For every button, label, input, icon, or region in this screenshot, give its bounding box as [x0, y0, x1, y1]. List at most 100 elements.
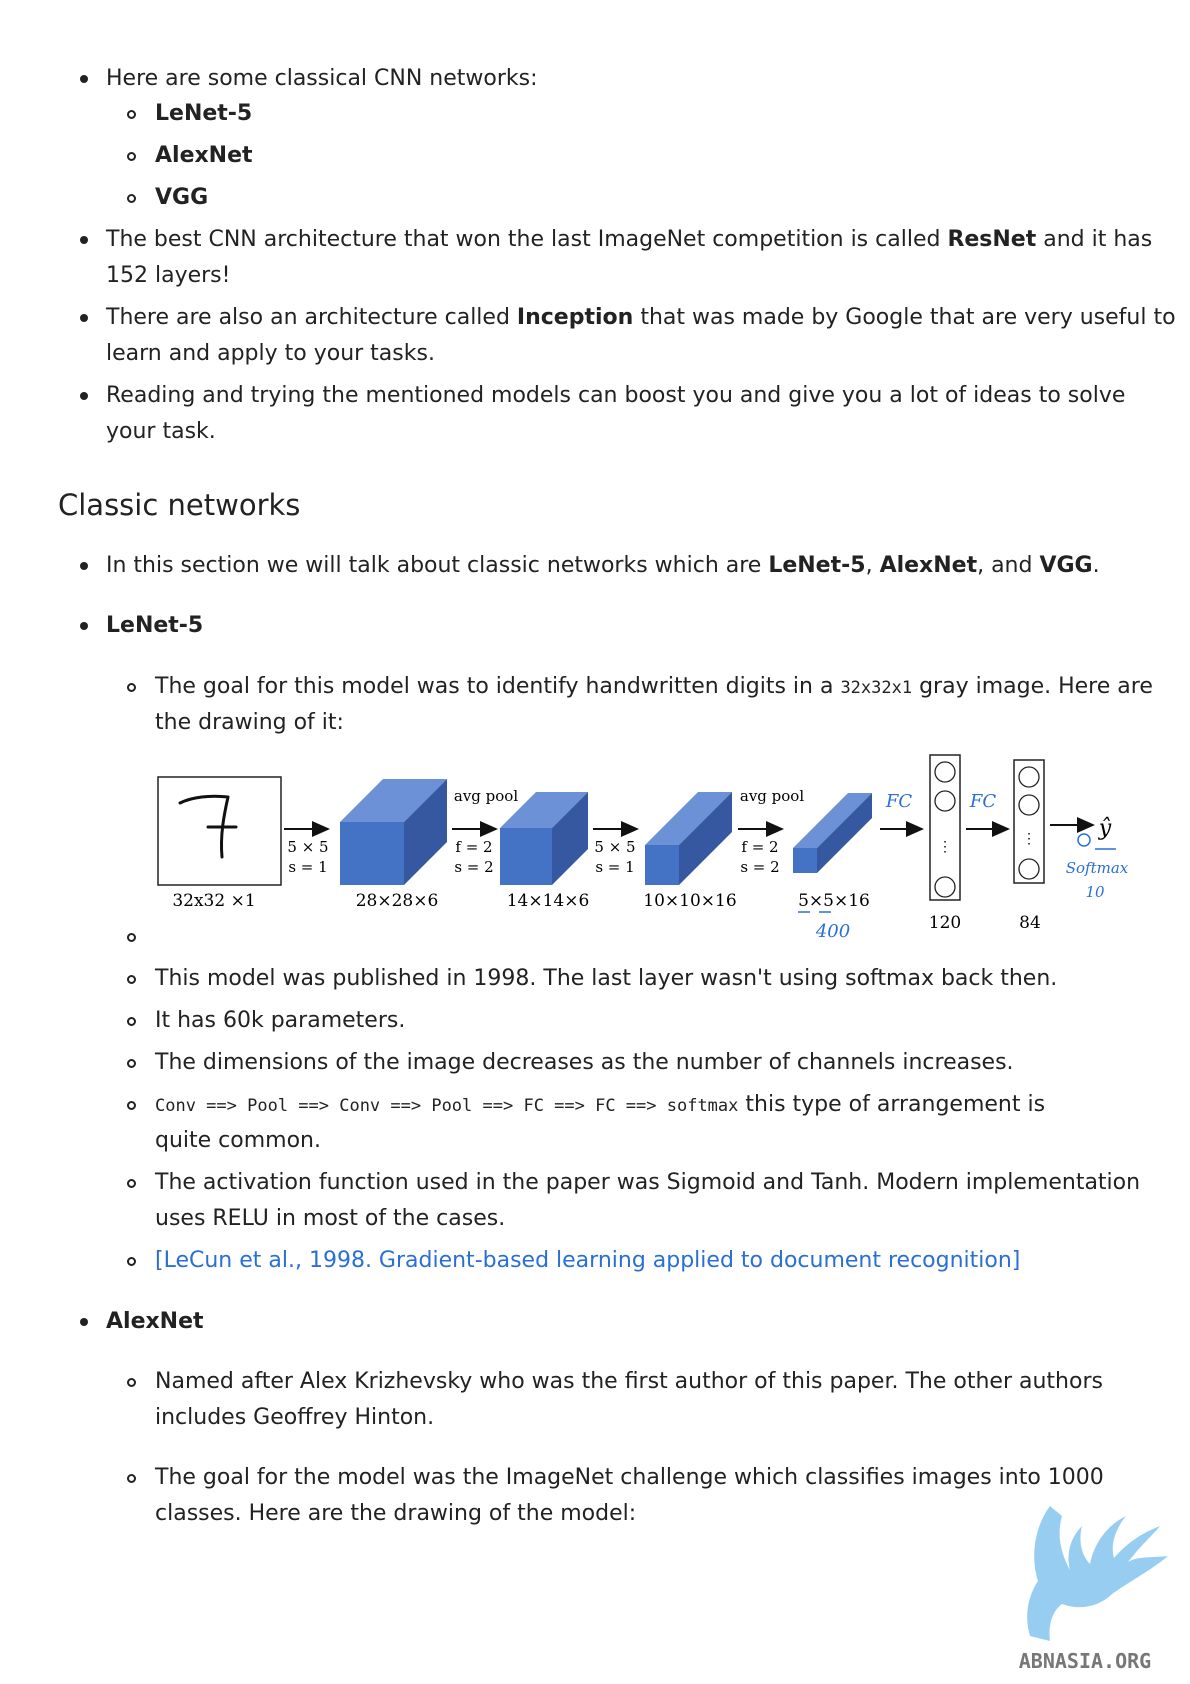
cube-top [645, 792, 732, 845]
volume-10x10x16 [645, 792, 732, 885]
pool1-title: avg pool [454, 787, 518, 805]
neuron [934, 876, 956, 898]
handwritten-output-node [1077, 833, 1091, 847]
bullet [80, 622, 88, 630]
sub-item-alexnet: AlexNet [155, 143, 253, 168]
intro-bullet-3-cont: learn and apply to your tasks. [106, 341, 435, 366]
sub-bullet [127, 1059, 136, 1068]
handwritten-10: 10 [1085, 883, 1105, 901]
pool1-stride-label: s = 2 [454, 858, 493, 876]
conv1-stride-label: s = 1 [288, 858, 327, 876]
alexnet-named-cont: includes Geoffrey Hinton. [155, 1405, 435, 1430]
cube-side [552, 792, 588, 885]
cube-side [679, 792, 732, 885]
cube-front [340, 822, 404, 885]
handwritten-fc-1: FC [885, 791, 912, 812]
lenet-arrangement-cont: quite common. [155, 1128, 321, 1153]
cube-front [500, 828, 552, 885]
alexnet-goal-cont: classes. Here are the drawing of the mod… [155, 1501, 637, 1526]
bullet [80, 236, 88, 244]
lenet-heading: LeNet-5 [106, 613, 204, 638]
neuron [934, 790, 956, 812]
text: that was made by Google that are very us… [633, 305, 1176, 330]
ellipsis: ⋮ [1022, 831, 1036, 847]
intro-bullet-3: There are also an architecture called In… [106, 300, 1176, 336]
text: The goal for this model was to identify … [155, 674, 841, 699]
pool2-stride-label: s = 2 [740, 858, 779, 876]
resnet-term: ResNet [947, 227, 1037, 252]
cube-top [793, 793, 872, 848]
cube-top [500, 792, 588, 828]
text: . [1092, 553, 1100, 578]
sub-bullet [127, 152, 136, 161]
sub-bullet [127, 1017, 136, 1026]
intro-bullet-4: Reading and trying the mentioned models … [106, 383, 1126, 408]
text: The best CNN architecture that won the l… [106, 227, 948, 252]
griffin-silhouette [1027, 1506, 1168, 1641]
lenet-term: LeNet-5 [768, 553, 866, 578]
sub-bullet [127, 1179, 136, 1188]
pool2-title: avg pool [740, 787, 804, 805]
sub-bullet [127, 194, 136, 203]
lenet-reference-link[interactable]: [LeCun et al., 1998. Gradient-based lear… [155, 1248, 1021, 1273]
section-intro: In this section we will talk about class… [106, 548, 1100, 584]
bullet [80, 314, 88, 322]
vol2-label: 14×14×6 [507, 891, 590, 911]
vol4-label: 5×5×16 [798, 891, 870, 911]
sub-bullet [127, 1378, 136, 1387]
handwritten-softmax: Softmax [1066, 859, 1129, 877]
neuron [934, 761, 956, 783]
neuron [1018, 766, 1040, 788]
inception-term: Inception [516, 305, 634, 330]
cube-front [793, 848, 817, 873]
neuron [1018, 858, 1040, 880]
bullet [80, 75, 88, 83]
fc2-label: 84 [1019, 913, 1041, 933]
conv1-kernel-label: 5 × 5 [287, 838, 328, 856]
text: this type of arrangement is [738, 1092, 1046, 1117]
intro-bullet-2-cont: 152 layers! [106, 263, 231, 288]
text: , and [977, 553, 1040, 578]
sub-bullet [127, 933, 136, 942]
alexnet-term: AlexNet [879, 553, 978, 578]
fc1-label: 120 [929, 913, 961, 933]
conv2-kernel-label: 5 × 5 [594, 838, 635, 856]
text: There are also an architecture called [106, 305, 517, 330]
cube-front [645, 845, 679, 885]
lenet-params: It has 60k parameters. [155, 1008, 406, 1033]
output-y-hat: ŷ [1098, 816, 1112, 841]
intro-bullet-4-cont: your task. [106, 419, 216, 444]
lenet-activation: The activation function used in the pape… [155, 1170, 1141, 1195]
sub-bullet [127, 1474, 136, 1483]
cube-side [817, 793, 872, 873]
sub-bullet [127, 1257, 136, 1266]
cube-top [340, 779, 447, 822]
arrangement-code: Conv ==> Pool ==> Conv ==> Pool ==> FC =… [155, 1096, 739, 1116]
sub-bullet [127, 683, 136, 692]
abnasia-watermark-logo: ABNASIA.ORG [1019, 1506, 1168, 1673]
intro-bullet-1: Here are some classical CNN networks: [106, 66, 538, 91]
fc-layer-120: ⋮ [929, 754, 961, 901]
section-title: Classic networks [58, 488, 301, 522]
alexnet-heading: AlexNet [106, 1309, 204, 1334]
vol3-label: 10×10×16 [643, 891, 736, 911]
sub-item-vgg: VGG [155, 185, 209, 210]
text: In this section we will talk about class… [106, 553, 769, 578]
watermark-text: ABNASIA.ORG [1019, 1649, 1151, 1673]
text: gray image. Here are [912, 674, 1153, 699]
input-label: 32x32 ×1 [172, 891, 255, 911]
lenet-architecture-diagram: 32x32 ×1 5 × 5 s = 1 28×28×6 avg pool f … [157, 754, 1129, 942]
vgg-term: VGG [1039, 553, 1093, 578]
input-image-box [157, 776, 282, 886]
alexnet-named: Named after Alex Krizhevsky who was the … [155, 1369, 1103, 1394]
text: and it has [1036, 227, 1153, 252]
sub-bullet [127, 1101, 136, 1110]
ellipsis: ⋮ [938, 839, 952, 855]
bullet [80, 562, 88, 570]
input-shape-code: 32x32x1 [840, 678, 913, 698]
vol1-label: 28×28×6 [356, 891, 439, 911]
lenet-dims: The dimensions of the image decreases as… [155, 1050, 1014, 1075]
pool2-filter-label: f = 2 [741, 838, 778, 856]
handwritten-400: 400 [815, 921, 850, 942]
alexnet-goal: The goal for the model was the ImageNet … [155, 1465, 1104, 1490]
